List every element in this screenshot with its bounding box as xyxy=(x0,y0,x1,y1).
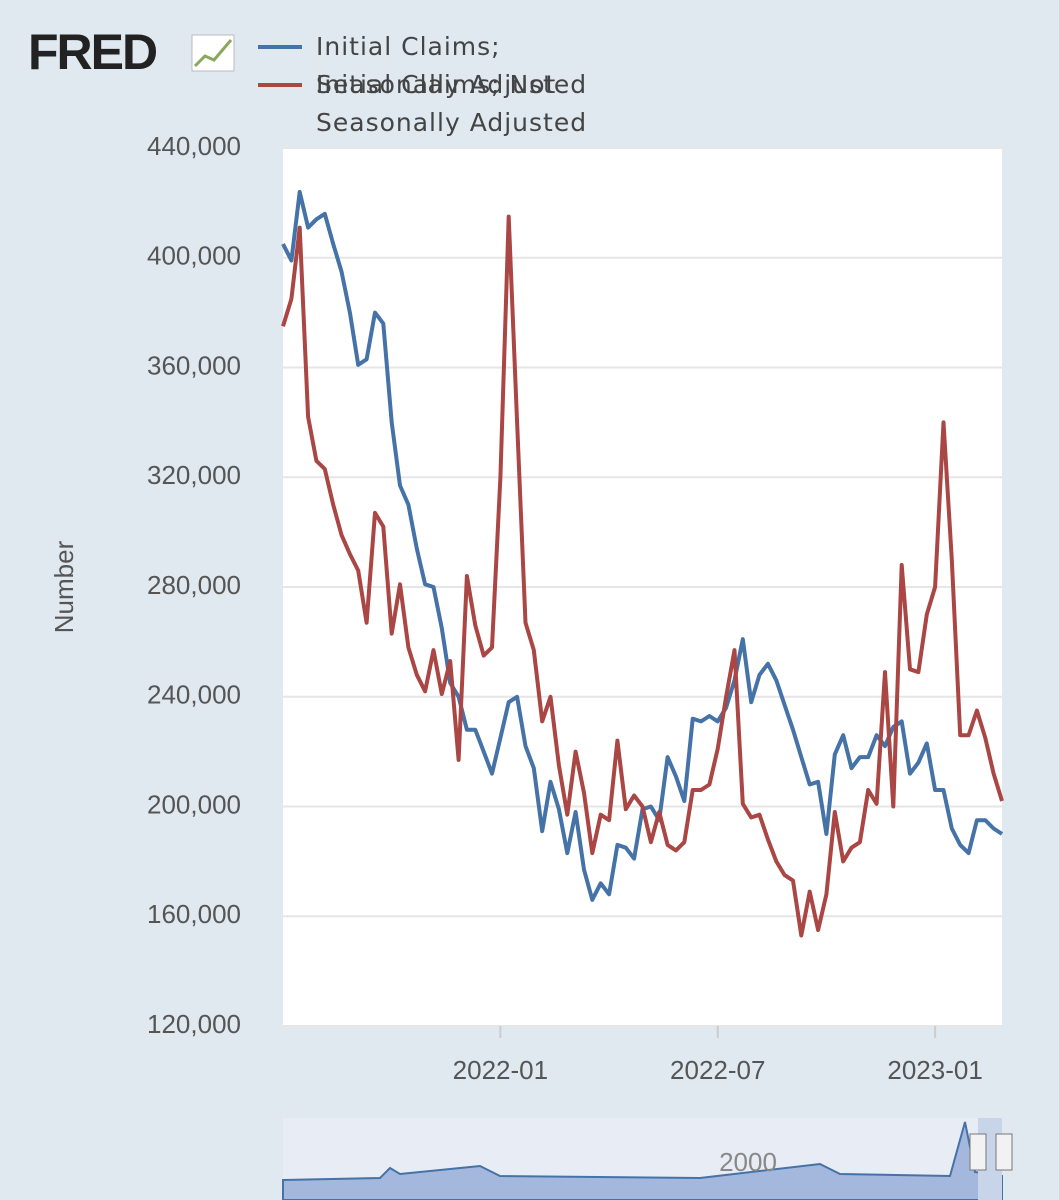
navigator-handle[interactable] xyxy=(969,1133,987,1171)
legend-item[interactable]: Initial Claims; Not Seasonally Adjusted xyxy=(258,66,616,142)
logo: FRED xyxy=(28,24,157,80)
x-tick-label: 2023-01 xyxy=(887,1055,982,1085)
legend-item[interactable]: Initial Claims; Seasonally Adjusted xyxy=(258,28,616,104)
y-tick-label: 240,000 xyxy=(147,680,241,710)
y-axis-label: Number xyxy=(49,540,79,633)
x-tick-label: 2022-07 xyxy=(670,1055,765,1085)
series-line xyxy=(281,214,1004,938)
y-tick-label: 120,000 xyxy=(147,1009,241,1039)
logo-icon-line xyxy=(193,39,233,68)
legend-swatch xyxy=(258,83,302,87)
x-tick-label: 2022-01 xyxy=(453,1055,548,1085)
logo-icon xyxy=(191,34,235,72)
y-tick-label: 200,000 xyxy=(147,789,241,819)
y-tick-label: 280,000 xyxy=(147,570,241,600)
legend-label: Initial Claims; Seasonally Adjusted xyxy=(316,32,588,99)
navigator-label: 2000 xyxy=(719,1147,777,1177)
y-tick-label: 440,000 xyxy=(147,131,241,161)
y-tick-label: 400,000 xyxy=(147,241,241,271)
y-tick-label: 320,000 xyxy=(147,460,241,490)
navigator-handle[interactable] xyxy=(995,1133,1013,1171)
legend-swatch xyxy=(258,45,302,49)
y-tick-label: 160,000 xyxy=(147,899,241,929)
y-tick-label: 360,000 xyxy=(147,350,241,380)
legend-label: Initial Claims; Not Seasonally Adjusted xyxy=(316,70,588,137)
